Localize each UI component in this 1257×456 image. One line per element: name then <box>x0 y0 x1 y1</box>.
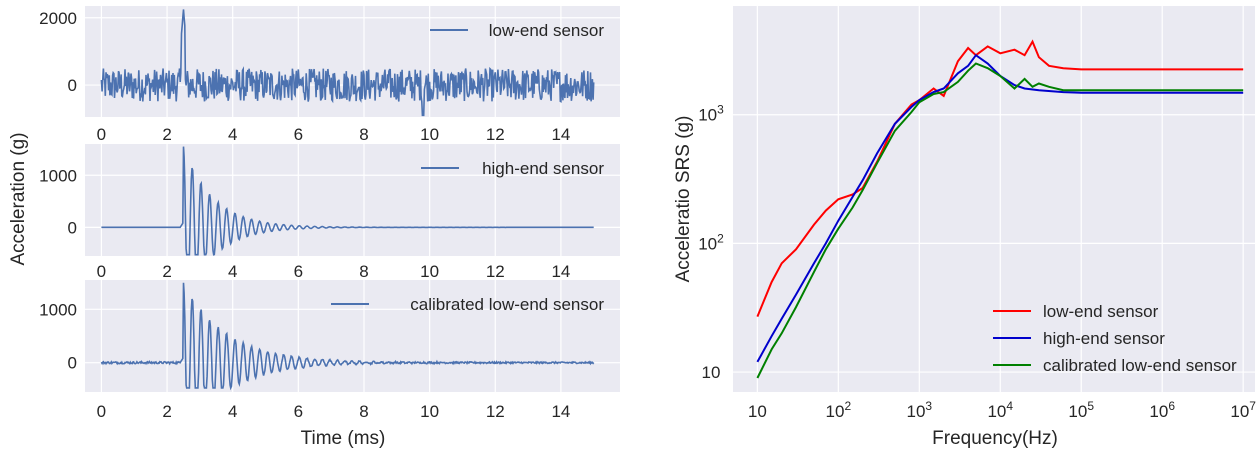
x-tick-label: 10 <box>420 125 439 144</box>
x-tick-label: 102 <box>826 399 852 421</box>
x-tick-label: 10 <box>420 402 439 421</box>
x-tick-label: 14 <box>551 262 570 281</box>
x-tick-label: 4 <box>228 262 237 281</box>
y-tick-label: 1000 <box>39 166 77 185</box>
x-tick-label: 4 <box>228 125 237 144</box>
x-tick-label: 12 <box>486 262 505 281</box>
time-panel-2: 0 2 4 6 8 10 12 14 0 1000 high-end sensor <box>39 144 620 281</box>
x-tick-label: 10 <box>420 262 439 281</box>
x-tick-label: 8 <box>359 262 368 281</box>
x-tick-label: 12 <box>486 402 505 421</box>
plot-area <box>733 6 1255 392</box>
srs-series-line <box>756 62 1244 379</box>
y-tick-label: 0 <box>68 218 77 237</box>
x-tick-label: 12 <box>486 125 505 144</box>
y-tick-label: 1000 <box>39 300 77 319</box>
y-tick-label: 102 <box>698 231 724 253</box>
x-tick-label: 8 <box>359 402 368 421</box>
series-line <box>101 146 594 256</box>
x-tick-label: 4 <box>228 402 237 421</box>
time-panel-1: 0 2 4 6 8 10 12 14 0 2000 low-end sensor <box>39 6 620 144</box>
x-tick-label: 6 <box>294 262 303 281</box>
plot-area <box>85 6 620 117</box>
legend-label: calibrated low-end sensor <box>1043 356 1237 375</box>
x-tick-label: 2 <box>162 262 171 281</box>
x-tick-label: 107 <box>1230 399 1256 421</box>
x-tick-label: 2 <box>162 125 171 144</box>
x-tick-label: 0 <box>97 125 106 144</box>
legend-label: high-end sensor <box>1043 329 1165 348</box>
time-panel-3: 0 2 4 6 8 10 12 14 0 1000 calibrated low-end senso… <box>39 280 620 421</box>
x-axis-label: Frequency(Hz) <box>932 428 1058 449</box>
plot-area <box>85 280 620 392</box>
series-line <box>100 9 595 117</box>
x-tick-label: 14 <box>551 402 570 421</box>
x-tick-label: 105 <box>1068 399 1094 421</box>
x-tick-label: 8 <box>359 125 368 144</box>
legend-label: calibrated low-end sensor <box>410 295 604 314</box>
x-tick-label: 2 <box>162 402 171 421</box>
srs-series-line <box>756 39 1244 317</box>
x-tick-label: 106 <box>1149 399 1175 421</box>
plot-area <box>85 144 620 256</box>
y-axis-label: Acceleration (g) <box>8 132 29 265</box>
srs-series-line <box>756 53 1244 363</box>
x-tick-label: 6 <box>294 402 303 421</box>
x-tick-label: 0 <box>97 402 106 421</box>
y-axis-label: Acceleratio SRS (g) <box>673 116 694 283</box>
legend-label: low-end sensor <box>1043 302 1159 321</box>
legend-label: low-end sensor <box>489 21 605 40</box>
x-tick-label: 6 <box>294 125 303 144</box>
x-tick-label: 103 <box>907 399 933 421</box>
x-tick-label: 10 <box>748 402 767 421</box>
y-tick-label: 103 <box>698 103 724 125</box>
series-line <box>100 282 595 391</box>
x-tick-label: 14 <box>551 125 570 144</box>
y-tick-label: 0 <box>68 354 77 373</box>
legend-label: high-end sensor <box>482 159 604 178</box>
y-tick-label: 10 <box>702 363 721 382</box>
x-tick-label: 0 <box>97 262 106 281</box>
x-axis-label: Time (ms) <box>301 428 386 449</box>
x-tick-label: 104 <box>987 399 1013 421</box>
y-tick-label: 0 <box>68 76 77 95</box>
srs-panel: 10 102 103 104 105 106 107 10 102 103 low-end sens… <box>673 6 1256 449</box>
y-tick-label: 2000 <box>39 9 77 28</box>
